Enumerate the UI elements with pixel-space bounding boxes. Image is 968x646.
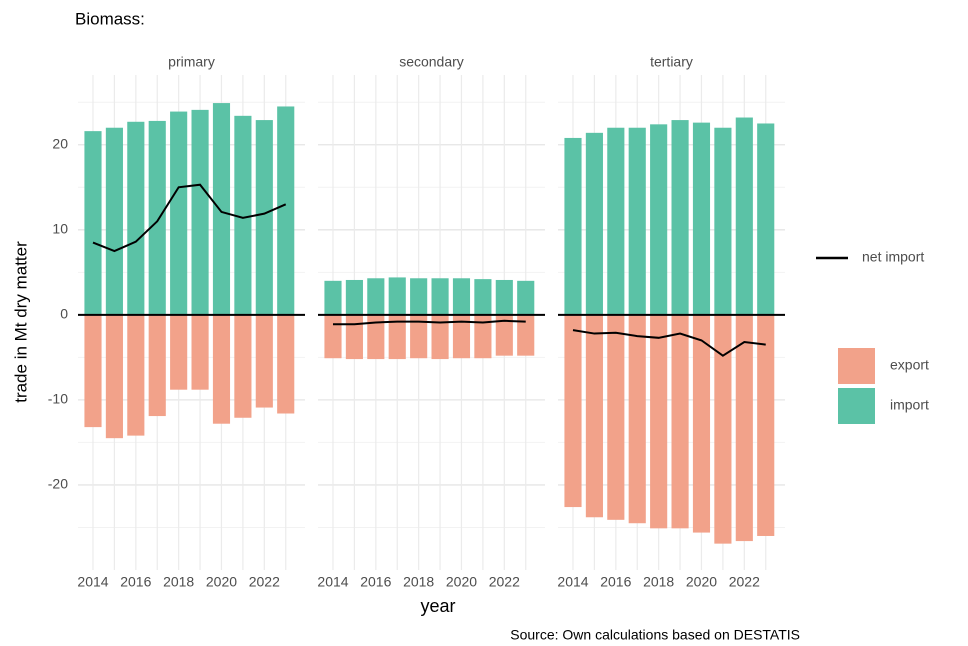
y-tick-label: 10 [52,220,68,236]
bar [388,314,406,360]
bar [367,314,385,360]
x-tick-label: 2014 [77,574,108,590]
x-tick-label: 2014 [317,574,348,590]
bar [410,314,428,359]
x-tick-label: 2016 [360,574,391,590]
bar [564,137,582,315]
bar [191,314,209,390]
bar [495,279,513,315]
chart-title: Biomass: [75,9,145,28]
bar [105,314,123,439]
bar [170,314,188,390]
bar [212,103,231,315]
bar [345,314,363,360]
bar [585,132,603,315]
legend-label: import [890,397,929,413]
bar [431,314,449,360]
bar [474,314,492,359]
bar [84,314,102,428]
bar [692,314,711,533]
bar [345,279,363,315]
legend-swatch [838,348,875,384]
y-tick-label: -20 [48,476,68,492]
bar [234,314,252,418]
legend-label: net import [862,249,924,265]
bar [127,121,145,315]
bar [650,124,668,315]
x-tick-label: 2020 [446,574,477,590]
bar [324,314,342,359]
bar [277,106,295,315]
bar [127,314,145,436]
bar [191,109,209,315]
bar [105,127,123,315]
bar [585,314,603,518]
bar [84,131,102,315]
bar [234,115,252,315]
x-tick-label: 2014 [557,574,588,590]
x-tick-label: 2022 [729,574,760,590]
bar [367,278,385,315]
bar [148,314,166,417]
bar [517,280,535,315]
bar [607,127,625,315]
bar [564,314,582,508]
bar [255,314,273,408]
x-tick-label: 2022 [249,574,280,590]
legend-swatch [838,388,875,424]
facet-label: secondary [399,54,464,70]
x-axis-label: year [420,596,455,616]
x-tick-label: 2018 [643,574,674,590]
line [572,329,766,357]
bar [714,314,732,544]
bar [212,314,231,424]
x-tick-label: 2020 [686,574,717,590]
bar [277,314,295,414]
line [92,183,287,253]
x-tick-label: 2016 [600,574,631,590]
facet-label: primary [168,54,215,70]
bar [452,314,471,359]
legend-label: export [890,357,929,373]
bar [671,120,689,315]
bar [757,314,775,536]
y-axis-label: trade in Mt dry matter [11,241,30,403]
bar [628,127,646,315]
bar [735,314,753,542]
bar [735,117,753,315]
line [332,319,526,326]
caption: Source: Own calculations based on DESTAT… [510,627,800,643]
facet-label: tertiary [650,54,693,70]
bar [757,123,775,315]
x-tick-label: 2018 [403,574,434,590]
x-tick-label: 2016 [120,574,151,590]
bar [431,278,449,315]
x-tick-label: 2022 [489,574,520,590]
y-tick-label: 0 [60,306,68,322]
bar [517,314,535,356]
bar [628,314,646,524]
bar [255,120,273,315]
y-tick-label: -10 [48,391,68,407]
bar [148,120,166,315]
bar [324,280,342,315]
bar [388,277,406,315]
bar [607,314,625,520]
bar [452,278,471,315]
bar [650,314,668,529]
x-tick-label: 2020 [206,574,237,590]
bar [671,314,689,529]
bar [410,278,428,315]
bar [714,127,732,315]
bar [170,111,188,315]
x-tick-label: 2018 [163,574,194,590]
bar [495,314,513,356]
bar [474,279,492,315]
bar [692,122,711,315]
y-tick-label: 20 [52,135,68,151]
